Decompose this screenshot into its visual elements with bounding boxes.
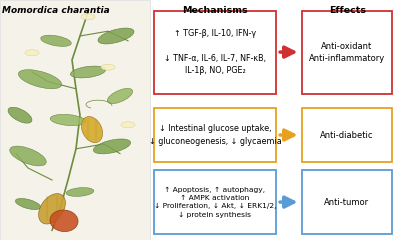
Text: Momordica charantia: Momordica charantia bbox=[2, 6, 110, 15]
Ellipse shape bbox=[25, 50, 39, 56]
Ellipse shape bbox=[93, 139, 131, 154]
Ellipse shape bbox=[50, 210, 78, 232]
Ellipse shape bbox=[98, 28, 134, 44]
Text: Anti-diabetic: Anti-diabetic bbox=[320, 131, 374, 139]
Ellipse shape bbox=[82, 117, 102, 143]
FancyBboxPatch shape bbox=[154, 108, 276, 162]
Ellipse shape bbox=[15, 198, 41, 210]
Ellipse shape bbox=[66, 188, 94, 196]
Ellipse shape bbox=[101, 64, 115, 70]
Text: Effects: Effects bbox=[329, 6, 366, 15]
FancyBboxPatch shape bbox=[154, 11, 276, 94]
Ellipse shape bbox=[50, 114, 86, 126]
Ellipse shape bbox=[18, 70, 62, 89]
FancyBboxPatch shape bbox=[302, 11, 392, 94]
Text: ↓ Intestinal glucose uptake,
↓ gluconeogenesis, ↓ glycaemia: ↓ Intestinal glucose uptake, ↓ gluconeog… bbox=[149, 124, 281, 146]
Text: Mechanisms: Mechanisms bbox=[182, 6, 248, 15]
Ellipse shape bbox=[41, 35, 71, 46]
Ellipse shape bbox=[70, 66, 106, 78]
Ellipse shape bbox=[121, 122, 135, 128]
FancyBboxPatch shape bbox=[302, 170, 392, 234]
Text: ↑ Apoptosis, ↑ autophagy,
↑ AMPK activation
↓ Proliferation, ↓ Akt, ↓ ERK1/2,
↓ : ↑ Apoptosis, ↑ autophagy, ↑ AMPK activat… bbox=[154, 187, 276, 218]
Text: ↑ TGF-β, IL-10, IFN-γ

↓ TNF-α, IL-6, IL-7, NF-κB,
IL-1β, NO, PGE₂: ↑ TGF-β, IL-10, IFN-γ ↓ TNF-α, IL-6, IL-… bbox=[164, 30, 266, 75]
Text: Anti-oxidant
Anti-inflammatory: Anti-oxidant Anti-inflammatory bbox=[309, 42, 385, 63]
FancyBboxPatch shape bbox=[154, 170, 276, 234]
Ellipse shape bbox=[38, 194, 66, 224]
Bar bbox=[0, 0, 150, 240]
Ellipse shape bbox=[8, 107, 32, 123]
FancyBboxPatch shape bbox=[302, 108, 392, 162]
Ellipse shape bbox=[107, 88, 133, 104]
Text: Anti-tumor: Anti-tumor bbox=[324, 198, 370, 207]
Ellipse shape bbox=[81, 14, 95, 20]
Ellipse shape bbox=[10, 146, 46, 166]
